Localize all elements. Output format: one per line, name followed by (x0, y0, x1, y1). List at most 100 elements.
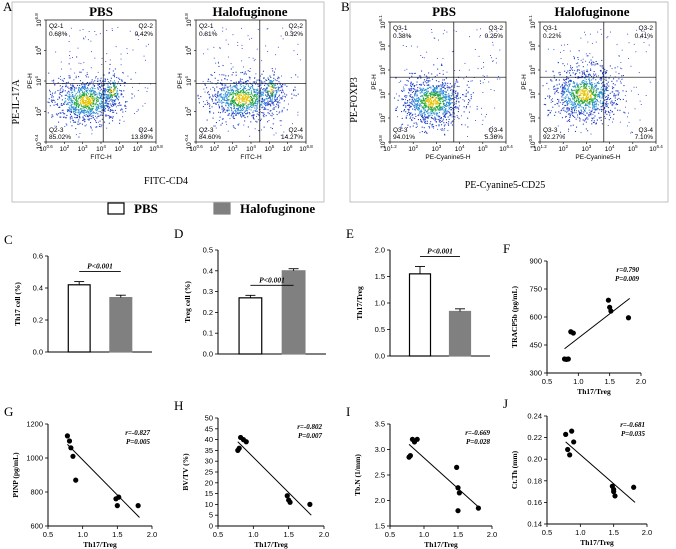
event-dot (482, 75, 484, 77)
panel-letter: H (174, 398, 183, 413)
event-dot (554, 114, 556, 116)
event-dot (241, 78, 243, 80)
event-dot (401, 117, 403, 119)
event-dot (267, 84, 269, 86)
y-tick-label: 106.1 (378, 15, 387, 29)
event-dot (109, 88, 111, 90)
event-dot (492, 60, 493, 62)
event-dot (593, 90, 595, 92)
event-dot (242, 96, 244, 98)
event-dot (412, 113, 414, 115)
event-dot (260, 84, 262, 86)
event-dot (59, 91, 61, 93)
event-dot (442, 58, 444, 59)
event-dot (418, 107, 420, 109)
event-dot (293, 89, 295, 91)
event-dot (605, 99, 607, 101)
event-dot (103, 93, 105, 95)
event-dot (216, 95, 218, 97)
event-dot (271, 86, 273, 88)
event-dot (591, 100, 593, 102)
event-dot (273, 134, 275, 136)
event-dot (573, 105, 575, 107)
event-dot (596, 75, 598, 77)
event-dot (444, 105, 446, 107)
event-dot (431, 93, 433, 95)
event-dot (587, 130, 589, 132)
event-dot (297, 111, 299, 113)
event-dot (424, 122, 426, 124)
event-dot (492, 60, 494, 62)
event-dot (266, 98, 268, 100)
event-dot (216, 86, 218, 88)
event-dot (97, 78, 99, 80)
event-dot (244, 116, 246, 118)
event-dot (454, 83, 456, 85)
event-dot (581, 111, 583, 113)
event-dot (580, 92, 582, 94)
event-dot (75, 75, 77, 77)
event-dot (427, 81, 429, 83)
event-dot (415, 95, 417, 97)
event-dot (589, 73, 591, 75)
event-dot (592, 87, 594, 89)
event-dot (101, 106, 103, 108)
event-dot (422, 117, 424, 119)
event-dot (427, 122, 429, 124)
event-dot (273, 71, 275, 73)
event-dot (242, 109, 244, 111)
event-dot (119, 119, 121, 121)
event-dot (79, 102, 81, 104)
event-dot (205, 128, 207, 129)
event-dot (425, 100, 427, 102)
event-dot (592, 92, 594, 94)
event-dot (204, 84, 206, 86)
event-dot (269, 96, 271, 98)
event-dot (411, 114, 413, 116)
event-dot (401, 99, 403, 101)
event-dot (579, 91, 581, 93)
event-dot (415, 126, 417, 128)
event-dot (457, 107, 459, 109)
event-dot (564, 79, 566, 81)
event-dot (86, 104, 88, 106)
event-dot (253, 102, 255, 104)
event-dot (441, 109, 443, 111)
event-dot (563, 134, 565, 136)
event-dot (419, 100, 421, 102)
event-dot (47, 101, 49, 103)
event-dot (426, 111, 428, 113)
event-dot (431, 108, 433, 110)
event-dot (224, 109, 226, 111)
event-dot (79, 93, 81, 95)
plot-frame (195, 19, 307, 143)
event-dot (97, 97, 99, 99)
event-dot (545, 104, 547, 106)
event-dot (482, 92, 484, 93)
event-dot (590, 68, 592, 70)
event-dot (75, 102, 77, 104)
event-dot (484, 76, 485, 77)
event-dot (68, 75, 70, 77)
event-dot (586, 116, 588, 118)
event-dot (226, 94, 228, 96)
event-dot (403, 110, 405, 112)
event-dot (218, 104, 220, 106)
significance-label: P<0.001 (427, 246, 453, 255)
event-dot (443, 100, 445, 102)
event-dot (221, 88, 223, 90)
event-dot (239, 101, 241, 103)
event-dot (586, 101, 588, 103)
event-dot (440, 97, 442, 99)
event-dot (598, 92, 600, 94)
event-dot (427, 109, 429, 111)
event-dot (421, 91, 423, 93)
event-dot (237, 108, 239, 110)
event-dot (70, 84, 72, 86)
event-dot (584, 110, 586, 112)
data-point (70, 453, 76, 459)
event-dot (244, 100, 246, 102)
event-dot (415, 100, 417, 102)
event-dot (74, 114, 76, 116)
event-dot (271, 94, 273, 96)
